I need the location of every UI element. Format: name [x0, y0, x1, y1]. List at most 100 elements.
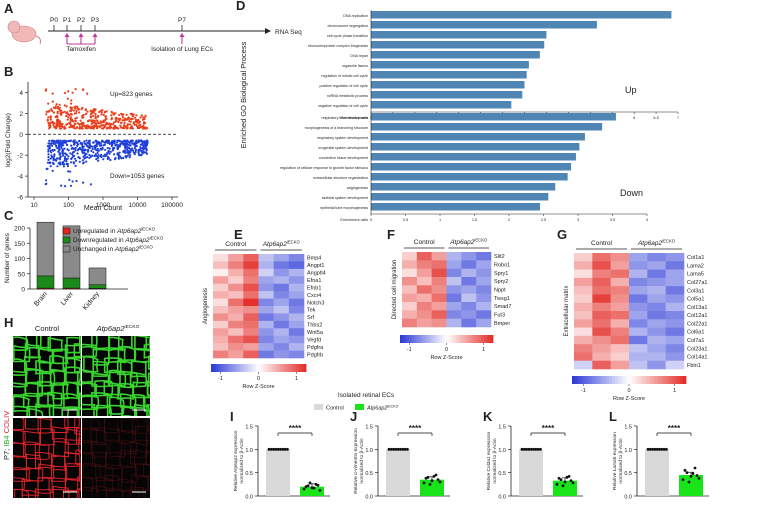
vessel-segment: [158, 383, 172, 396]
scale-tick-label: 1: [673, 388, 676, 394]
vessel-segment: [158, 444, 175, 456]
up-gene-point: [63, 125, 66, 128]
go-term-label: urogenital system development: [318, 146, 368, 150]
go-term-label: organelle fission: [342, 64, 368, 68]
heatmap-cell: [288, 343, 305, 351]
up-gene-point: [48, 127, 51, 130]
heatmap-cell: [476, 252, 492, 261]
down-gene-point: [113, 142, 116, 145]
vessel-segment: [21, 489, 40, 498]
down-gene-point: [61, 163, 64, 166]
vessel-segment: [64, 344, 81, 360]
down-gene-point: [82, 145, 85, 148]
down-gene-point: [107, 149, 110, 152]
down-gene-point: [91, 154, 94, 157]
color-scale-step: [462, 335, 466, 343]
up-gene-point: [141, 127, 144, 130]
vessel-segment: [156, 394, 173, 406]
heatmap-cell: [228, 320, 244, 329]
down-gene-point: [94, 140, 97, 143]
down-gene-point: [100, 144, 103, 147]
down-gene-point: [141, 141, 144, 144]
heatmap-cell: [592, 286, 611, 295]
heatmap-cell: [629, 302, 648, 312]
down-gene-point: [141, 150, 144, 153]
timeline-day: P7: [178, 17, 186, 24]
up-gene-point: [72, 109, 75, 112]
heatmap-cell: [574, 360, 593, 370]
down-gene-point: [98, 141, 101, 144]
down-gene-point: [47, 153, 50, 156]
y-tick-label: 1.5: [624, 425, 632, 431]
y-tick-label: 4: [19, 90, 23, 97]
heatmap-cell: [258, 298, 274, 307]
qpcr-legend: Isolated retinal ECs Control Atp6ap2iECKO: [314, 392, 399, 412]
heatmap-cell: [431, 293, 447, 303]
heatmap-cell: [243, 276, 259, 285]
up-gene-point: [138, 124, 141, 127]
down-gene-point: [46, 161, 50, 164]
down-gene-point: [104, 153, 107, 156]
heatmap-cell: [647, 360, 666, 370]
heatmap-cell: [213, 328, 229, 337]
up-gene-point: [70, 107, 73, 110]
heatmap-cell: [243, 335, 259, 344]
up-gene-point: [120, 121, 123, 124]
down-label: Down: [620, 188, 643, 198]
vessel-segment: [35, 403, 51, 416]
heatmap-cell: [402, 260, 418, 269]
data-point: [536, 447, 540, 451]
up-gene-point: [55, 115, 58, 118]
vessel-segment: [38, 502, 52, 513]
vessel-segment: [35, 336, 52, 350]
color-scale-step: [472, 335, 475, 343]
heatmap-cell: [258, 268, 274, 277]
heatmap-cell: [574, 294, 593, 304]
color-scale-step: [660, 376, 664, 384]
row-group-title: Extracellular matrix: [564, 285, 570, 336]
down-gene-point: [52, 142, 55, 145]
heatmap-cell: [461, 310, 477, 319]
color-scale-step: [420, 335, 424, 343]
vessel-segment: [82, 394, 100, 411]
up-gene-point: [76, 122, 80, 125]
heatmap-cell: [647, 277, 666, 287]
down-gene-point: [82, 181, 85, 184]
heatmap-cell: [629, 335, 648, 345]
down-gene-point: [126, 148, 129, 151]
color-scale-step: [469, 335, 473, 343]
color-scale-step: [413, 335, 417, 343]
heatmap-cell: [213, 276, 229, 285]
up-gene-point: [53, 126, 56, 129]
legend-swatch: [62, 236, 71, 244]
heatmap-cell: [446, 293, 462, 303]
heatmap-cell: [273, 328, 290, 337]
gene-label: Angpt1: [307, 263, 324, 269]
color-scale-step: [282, 364, 286, 372]
heatmap-cell: [629, 352, 648, 362]
coliv-control-image: [13, 418, 81, 513]
color-scale-step: [617, 376, 621, 384]
up-gene-point: [66, 97, 69, 100]
heatmap-cell: [431, 277, 447, 286]
gene-label: Robo1: [494, 263, 510, 269]
color-scale-step: [626, 376, 630, 384]
down-gene-point: [144, 142, 147, 145]
heatmap-cell: [243, 254, 259, 262]
heatmap-cell: [476, 310, 492, 319]
down-gene-point: [58, 148, 61, 151]
down-gene-point: [74, 159, 78, 162]
panel-label: I: [230, 409, 234, 424]
gene-label: Col23a1: [687, 346, 708, 352]
color-scale-step: [272, 364, 276, 372]
down-gene-point: [52, 158, 56, 161]
heatmap-cell: [288, 320, 305, 329]
down-gene-point: [75, 179, 78, 183]
vessel-segment: [22, 430, 41, 446]
down-gene-point: [88, 156, 91, 159]
up-gene-point: [68, 126, 71, 129]
up-gene-point: [142, 116, 145, 119]
up-gene-point: [119, 124, 122, 127]
bar-segment-down: [88, 284, 107, 289]
heatmap-cell: [416, 302, 432, 311]
